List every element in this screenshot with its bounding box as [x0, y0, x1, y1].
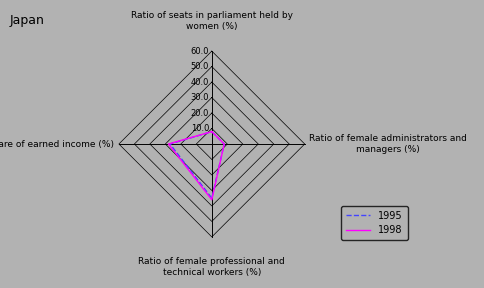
Text: 20.0: 20.0: [191, 109, 209, 118]
Text: Women's share of earned income (%): Women's share of earned income (%): [0, 139, 114, 149]
Text: 30.0: 30.0: [191, 93, 209, 102]
Text: Ratio of female professional and
technical workers (%): Ratio of female professional and technic…: [138, 257, 285, 277]
Text: Ratio of seats in parliament held by
women (%): Ratio of seats in parliament held by wom…: [131, 11, 293, 31]
Text: 40.0: 40.0: [191, 77, 209, 87]
Text: 10.0: 10.0: [191, 124, 209, 133]
Text: Ratio of female administrators and
managers (%): Ratio of female administrators and manag…: [309, 134, 467, 154]
Text: Japan: Japan: [10, 14, 45, 27]
Legend: 1995, 1998: 1995, 1998: [341, 206, 408, 240]
Text: 60.0: 60.0: [191, 47, 209, 56]
Text: 50.0: 50.0: [191, 62, 209, 71]
